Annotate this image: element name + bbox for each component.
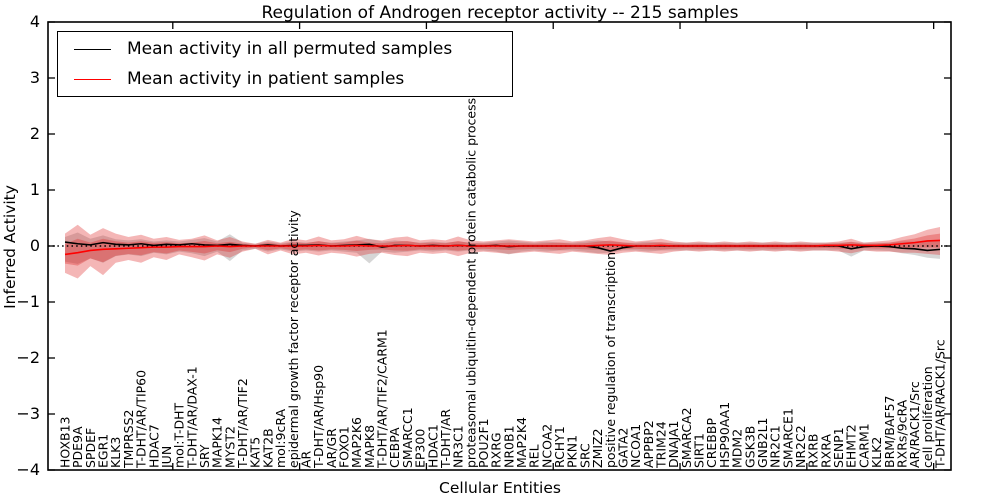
x-tick-label: AR/GR bbox=[324, 428, 339, 468]
x-tick-label: SMARCE1 bbox=[780, 408, 795, 468]
x-tick-label: POU2F1 bbox=[476, 418, 491, 468]
legend-entry-permuted: Mean activity in all permuted samples bbox=[58, 34, 512, 64]
x-tick-label: SMARCC1 bbox=[400, 407, 415, 468]
x-tick-label: MYST2 bbox=[222, 426, 237, 468]
x-tick-label: SIRT1 bbox=[692, 433, 707, 468]
permuted-band bbox=[65, 232, 940, 264]
patient-band bbox=[65, 224, 940, 279]
x-tick-label: NR2C2 bbox=[793, 425, 808, 468]
x-tick-label: TMPRSS2 bbox=[121, 410, 136, 469]
x-tick-label: mol:T-DHT bbox=[172, 402, 187, 468]
x-tick-label: KAT2B bbox=[260, 428, 275, 468]
y-axis-label: Inferred Activity bbox=[1, 185, 19, 309]
patient-line-sample-icon bbox=[74, 78, 111, 80]
legend-label-patient: Mean activity in patient samples bbox=[127, 69, 405, 89]
x-tick-label: MAPK14 bbox=[210, 417, 225, 468]
x-tick-label: EHMT2 bbox=[844, 424, 859, 468]
x-tick-label: HDAC1 bbox=[425, 424, 440, 468]
x-tick-label: RCHY1 bbox=[552, 426, 567, 468]
y-tick-label: −3 bbox=[16, 404, 40, 423]
y-tick-label: −2 bbox=[16, 348, 40, 367]
x-tick-label: SMARCA2 bbox=[679, 407, 694, 468]
x-tick-label: ZMIZ2 bbox=[590, 428, 605, 468]
x-axis-label: Cellular Entities bbox=[439, 479, 561, 497]
x-tick-label: HDAC7 bbox=[146, 424, 161, 468]
x-tick-label: HOXB13 bbox=[58, 417, 73, 468]
y-tick-label: 2 bbox=[30, 124, 40, 143]
x-tick-label: T-DHT/AR/Hsp90 bbox=[311, 365, 326, 469]
y-tick-label: 4 bbox=[30, 12, 40, 31]
x-tick-label: proteasomal ubiquitin-dependent protein … bbox=[463, 98, 478, 468]
x-tick-label: DNAJA1 bbox=[666, 421, 681, 469]
x-tick-label: T-DHT/AR bbox=[438, 409, 453, 469]
x-tick-label: FOXO1 bbox=[336, 426, 351, 468]
x-tick-label: SPDEF bbox=[83, 428, 98, 468]
x-tick-label: CARM1 bbox=[856, 423, 871, 468]
x-tick-label: AR bbox=[298, 450, 313, 468]
chart-title: Regulation of Androgen receptor activity… bbox=[261, 3, 739, 23]
legend-entry-patient: Mean activity in patient samples bbox=[58, 64, 512, 94]
x-tick-label: T-DHT/AR/TIF2/CARM1 bbox=[375, 329, 390, 469]
y-tick-label: −1 bbox=[16, 292, 40, 311]
x-tick-label: NR2C1 bbox=[768, 425, 783, 468]
x-tick-label: mol:9cRA bbox=[273, 408, 288, 468]
x-tick-label: T-DHT/AR/TIP60 bbox=[134, 370, 149, 469]
x-tick-label: NR0B1 bbox=[501, 425, 516, 468]
x-tick-label: JUN bbox=[159, 446, 174, 469]
x-tick-label: BRM/BAF57 bbox=[882, 396, 897, 468]
x-tick-label: GATA2 bbox=[615, 428, 630, 468]
x-tick-label: NR3C1 bbox=[451, 425, 466, 468]
x-tick-label: MAP2K6 bbox=[349, 417, 364, 468]
x-tick-label: KLK3 bbox=[108, 437, 123, 468]
y-tick-label: −4 bbox=[16, 460, 40, 479]
x-tick-label: RXRB bbox=[806, 433, 821, 468]
x-tick-label: RXRA bbox=[818, 434, 833, 468]
x-tick-label: KLK2 bbox=[869, 437, 884, 468]
x-tick-label: GNB2L1 bbox=[755, 418, 770, 468]
legend-label-permuted: Mean activity in all permuted samples bbox=[127, 39, 453, 59]
x-tick-label: KAT5 bbox=[248, 437, 263, 468]
x-tick-label: SRC bbox=[577, 443, 592, 468]
x-tick-label: AR/RACK1/Src bbox=[907, 381, 922, 468]
x-tick-label: T-DHT/AR/TIF2 bbox=[235, 378, 250, 469]
x-tick-label: T-DHT/AR/RACK1/Src bbox=[933, 339, 948, 469]
x-tick-label: MDM2 bbox=[730, 429, 745, 468]
x-tick-label: T-DHT/AR/DAX-1 bbox=[184, 366, 199, 469]
x-tick-label: EP300 bbox=[413, 429, 428, 468]
y-tick-label: 0 bbox=[30, 236, 40, 255]
x-tick-label: positive regulation of transcription bbox=[603, 252, 618, 468]
x-tick-label: NCOA2 bbox=[539, 424, 554, 468]
x-tick-label: NCOA1 bbox=[628, 424, 643, 468]
x-tick-label: RXRs/9cRA bbox=[894, 399, 909, 468]
x-tick-label: RXRG bbox=[489, 432, 504, 468]
x-tick-label: MAPK8 bbox=[362, 425, 377, 468]
x-tick-label: HSP90AA1 bbox=[717, 402, 732, 468]
y-tick-label: 3 bbox=[30, 68, 40, 87]
x-tick-label: PDE9A bbox=[70, 426, 85, 468]
x-tick-label: epidermal growth factor receptor activit… bbox=[286, 210, 301, 468]
x-tick-label: CEBPA bbox=[387, 427, 402, 468]
x-tick-label: APPBP2 bbox=[641, 420, 656, 468]
y-tick-label: 1 bbox=[30, 180, 40, 199]
permuted-line-sample-icon bbox=[74, 48, 111, 50]
patient-mean-line bbox=[64, 239, 941, 256]
x-tick-label: TRIM24 bbox=[654, 421, 669, 469]
legend: Mean activity in all permuted samples Me… bbox=[57, 31, 513, 97]
patient-inner-band bbox=[65, 233, 940, 266]
x-tick-label: CREBBP bbox=[704, 418, 719, 468]
x-tick-label: MAP2K4 bbox=[514, 417, 529, 468]
x-tick-label: SENP1 bbox=[831, 427, 846, 468]
x-tick-label: PKN1 bbox=[565, 435, 580, 468]
x-tick-label: GSK3B bbox=[742, 426, 757, 468]
x-tick-label: cell proliferation bbox=[920, 366, 935, 468]
x-tick-label: SRY bbox=[197, 444, 212, 468]
x-tick-label: REL bbox=[527, 444, 542, 468]
x-tick-label: EGR1 bbox=[96, 434, 111, 468]
